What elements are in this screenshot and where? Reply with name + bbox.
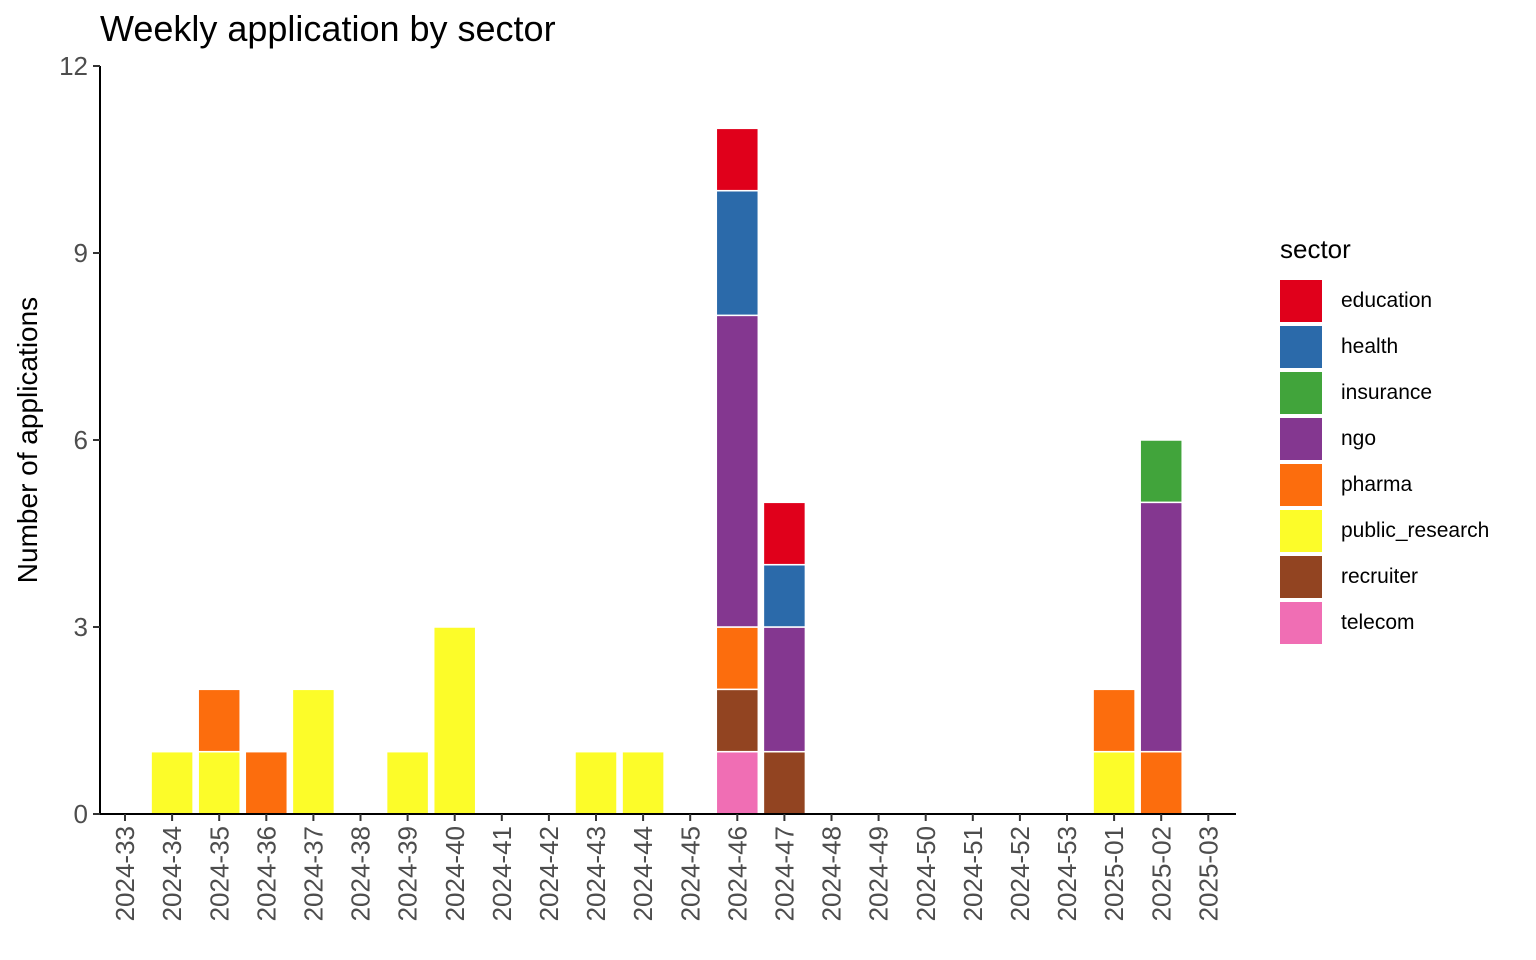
bar-2024-47-health xyxy=(762,563,807,628)
legend-label: pharma xyxy=(1341,473,1413,496)
bar-2024-46-pharma xyxy=(715,626,760,691)
legend-label: education xyxy=(1341,289,1433,312)
y-tick-label: 6 xyxy=(74,425,88,455)
bar-2024-47-recruiter xyxy=(762,750,807,815)
x-tick-label: 2024-39 xyxy=(393,826,423,921)
bar-2024-47-education xyxy=(762,501,807,566)
legend-swatch xyxy=(1280,418,1322,460)
y-tick-label: 12 xyxy=(59,51,88,81)
legend-swatch xyxy=(1280,326,1322,368)
legend-items: education health insurance ngo pharma public_… xyxy=(1280,278,1489,646)
bar-2024-34-public_research xyxy=(150,750,194,815)
x-tick-label: 2024-51 xyxy=(958,826,988,921)
x-tick-label: 2024-34 xyxy=(157,826,187,921)
legend-item-education: education xyxy=(1280,278,1489,324)
legend-title: sector xyxy=(1280,234,1351,264)
legend-swatch xyxy=(1280,280,1322,322)
bar-2025-02-insurance xyxy=(1139,439,1183,504)
bar-2024-46-health xyxy=(715,189,760,317)
x-tick-label: 2024-43 xyxy=(581,826,611,921)
bar-2024-46-recruiter xyxy=(715,688,760,753)
x-tick-label: 2024-46 xyxy=(722,826,752,921)
legend-item-health: health xyxy=(1280,324,1489,370)
legend-item-recruiter: recruiter xyxy=(1280,554,1489,600)
bar-2025-02-pharma xyxy=(1139,750,1183,815)
y-tick-label: 3 xyxy=(74,612,88,642)
legend-item-insurance: insurance xyxy=(1280,370,1489,416)
bar-2024-40-public_research xyxy=(432,626,477,815)
bar-2024-37-public_research xyxy=(291,688,336,815)
legend-label: insurance xyxy=(1341,381,1433,404)
x-tick-label: 2024-41 xyxy=(487,826,517,921)
legend: sector education health insurance ngo pharma… xyxy=(1280,234,1489,646)
x-tick-label: 2024-45 xyxy=(675,826,705,921)
x-tick-label: 2024-37 xyxy=(298,826,328,921)
legend-swatch xyxy=(1280,556,1322,598)
x-tick-label: 2024-42 xyxy=(534,826,564,921)
bar-2024-47-ngo xyxy=(762,626,807,753)
y-tick-label: 9 xyxy=(74,238,88,268)
x-tick-label: 2024-47 xyxy=(770,826,800,921)
bar-2024-46-ngo xyxy=(715,314,760,628)
bar-2024-35-public_research xyxy=(197,750,241,815)
bar-2024-46-telecom xyxy=(715,750,760,815)
legend-label: public_research xyxy=(1341,519,1490,542)
x-tick-label: 2024-44 xyxy=(628,826,658,921)
x-tick-label: 2025-03 xyxy=(1193,826,1223,921)
bar-2024-44-public_research xyxy=(621,750,665,815)
x-tick-label: 2024-36 xyxy=(251,826,281,921)
legend-swatch xyxy=(1280,602,1322,644)
bar-2024-43-public_research xyxy=(574,750,618,815)
legend-label: ngo xyxy=(1341,427,1377,450)
x-tick-label: 2024-53 xyxy=(1052,826,1082,921)
x-tick-label: 2024-48 xyxy=(817,826,847,921)
legend-label: health xyxy=(1341,335,1399,358)
x-tick-label: 2024-52 xyxy=(1005,826,1035,921)
legend-swatch xyxy=(1280,464,1322,506)
legend-label: telecom xyxy=(1341,611,1415,634)
bar-2024-35-pharma xyxy=(197,688,241,753)
x-tick-label: 2025-01 xyxy=(1099,826,1129,921)
chart-title: Weekly application by sector xyxy=(100,8,556,49)
x-tick-label: 2024-35 xyxy=(204,826,234,921)
bar-2024-39-public_research xyxy=(385,750,430,815)
bar-2025-02-ngo xyxy=(1139,501,1183,753)
bar-2024-46-education xyxy=(715,127,760,192)
x-tick-label: 2024-50 xyxy=(911,826,941,921)
legend-item-public_research: public_research xyxy=(1280,508,1489,554)
x-tick-label: 2024-49 xyxy=(864,826,894,921)
y-tick-label: 0 xyxy=(74,799,88,829)
x-tick-label: 2024-38 xyxy=(346,826,376,921)
legend-item-ngo: ngo xyxy=(1280,416,1489,462)
x-tick-label: 2024-33 xyxy=(110,826,140,921)
legend-item-telecom: telecom xyxy=(1280,600,1489,646)
legend-item-pharma: pharma xyxy=(1280,462,1489,508)
legend-swatch xyxy=(1280,510,1322,552)
x-tick-label: 2024-40 xyxy=(440,826,470,921)
bar-2024-36-pharma xyxy=(244,750,289,815)
bar-2025-01-public_research xyxy=(1092,750,1136,815)
x-tick-label: 2025-02 xyxy=(1146,826,1176,921)
legend-label: recruiter xyxy=(1341,565,1419,588)
legend-swatch xyxy=(1280,372,1322,414)
bar-2025-01-pharma xyxy=(1092,688,1136,753)
